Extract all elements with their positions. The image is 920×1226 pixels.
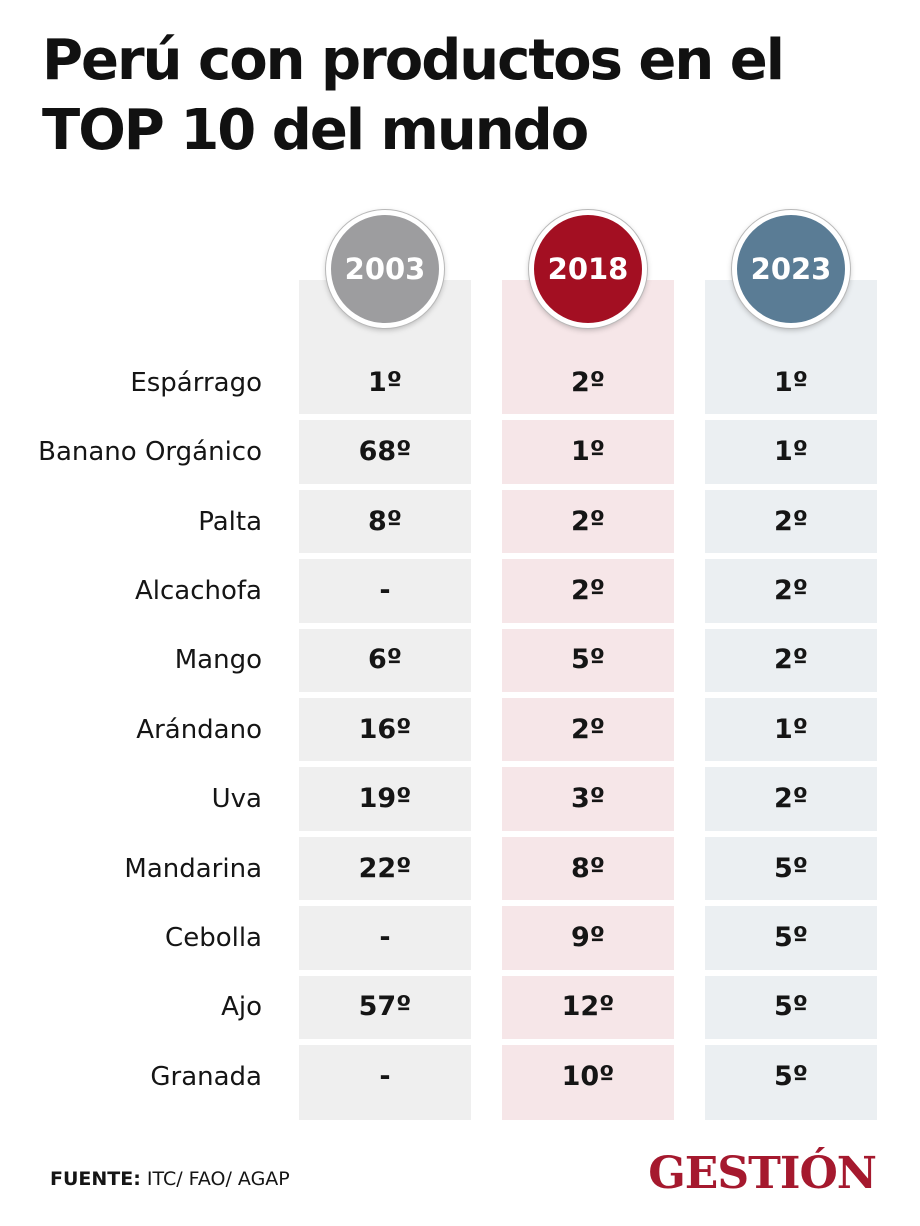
row-separator bbox=[705, 1039, 877, 1045]
row-separator bbox=[299, 692, 471, 698]
rank-cell-2023: 1º bbox=[773, 366, 808, 398]
row-separator bbox=[705, 414, 877, 421]
rank-cell-2003: 1º bbox=[367, 366, 402, 398]
gestion-logo: GESTIÓN bbox=[648, 1148, 877, 1199]
row-separator bbox=[705, 969, 877, 976]
rank-cell-2018: 9º bbox=[570, 921, 605, 953]
row-separator bbox=[299, 414, 471, 421]
rank-cell-2003: 22º bbox=[358, 852, 412, 884]
row-separator bbox=[502, 692, 674, 698]
row-separator bbox=[705, 900, 877, 907]
row-label: Granada bbox=[150, 1061, 262, 1092]
row-separator bbox=[705, 483, 877, 490]
rank-cell-2018: 2º bbox=[570, 574, 605, 606]
year-header-2023: 2023 bbox=[732, 210, 850, 328]
row-separator bbox=[502, 900, 674, 907]
row-separator bbox=[299, 553, 471, 560]
rank-cell-2023: 5º bbox=[773, 921, 808, 953]
rank-cell-2018: 2º bbox=[570, 366, 605, 398]
row-separator bbox=[705, 692, 877, 698]
source-label: FUENTE: bbox=[50, 1168, 141, 1190]
row-separator bbox=[502, 414, 674, 421]
row-label: Mandarina bbox=[124, 853, 262, 884]
rank-cell-2018: 2º bbox=[570, 713, 605, 745]
row-label: Banano Orgánico bbox=[38, 437, 262, 468]
row-separator bbox=[502, 622, 674, 629]
row-separator bbox=[502, 1039, 674, 1045]
row-separator bbox=[299, 969, 471, 976]
row-label: Mango bbox=[174, 645, 262, 676]
row-label: Alcachofa bbox=[134, 575, 262, 606]
rank-cell-2018: 8º bbox=[570, 852, 605, 884]
row-separator bbox=[705, 622, 877, 629]
source-text: ITC/ FAO/ AGAP bbox=[140, 1168, 290, 1190]
rank-cell-2003: 19º bbox=[358, 783, 412, 815]
rank-cell-2018: 1º bbox=[570, 436, 605, 468]
row-separator bbox=[502, 761, 674, 768]
rank-cell-2018: 10º bbox=[561, 1060, 615, 1092]
row-label: Ajo bbox=[221, 992, 262, 1023]
rank-cell-2003: 6º bbox=[367, 644, 402, 676]
rank-cell-2023: 1º bbox=[773, 713, 808, 745]
year-header-2018: 2018 bbox=[529, 210, 647, 328]
row-separator bbox=[502, 830, 674, 837]
row-separator bbox=[705, 761, 877, 768]
rank-cell-2023: 5º bbox=[773, 852, 808, 884]
rank-cell-2023: 5º bbox=[773, 991, 808, 1023]
rank-cell-2018: 2º bbox=[570, 505, 605, 537]
rank-cell-2003: 57º bbox=[358, 991, 412, 1023]
row-label: Espárrago bbox=[130, 367, 262, 398]
row-separator bbox=[299, 830, 471, 837]
rank-cell-2003: - bbox=[379, 574, 391, 606]
rank-cell-2023: 2º bbox=[773, 574, 808, 606]
row-separator bbox=[705, 830, 877, 837]
row-separator bbox=[299, 900, 471, 907]
row-label: Arándano bbox=[136, 714, 262, 745]
rank-cell-2023: 1º bbox=[773, 436, 808, 468]
row-separator bbox=[502, 969, 674, 976]
row-separator bbox=[299, 622, 471, 629]
rank-cell-2023: 2º bbox=[773, 783, 808, 815]
row-separator bbox=[705, 553, 877, 560]
rank-cell-2018: 3º bbox=[570, 783, 605, 815]
rank-cell-2023: 2º bbox=[773, 644, 808, 676]
row-label: Uva bbox=[211, 784, 262, 815]
row-separator bbox=[299, 483, 471, 490]
chart-title: Perú con productos en el TOP 10 del mund… bbox=[42, 28, 785, 163]
rank-cell-2023: 2º bbox=[773, 505, 808, 537]
rank-cell-2003: 16º bbox=[358, 713, 412, 745]
row-separator bbox=[299, 761, 471, 768]
source-note: FUENTE: ITC/ FAO/ AGAP bbox=[50, 1168, 290, 1190]
rank-cell-2018: 5º bbox=[570, 644, 605, 676]
rank-cell-2003: - bbox=[379, 1060, 391, 1092]
rank-cell-2003: 68º bbox=[358, 436, 412, 468]
row-label: Cebolla bbox=[165, 922, 262, 953]
row-separator bbox=[502, 483, 674, 490]
rank-cell-2003: - bbox=[379, 921, 391, 953]
row-separator bbox=[299, 1039, 471, 1045]
year-header-2003: 2003 bbox=[326, 210, 444, 328]
row-separator bbox=[502, 553, 674, 560]
rank-cell-2018: 12º bbox=[561, 991, 615, 1023]
row-label: Palta bbox=[198, 506, 262, 537]
rank-cell-2003: 8º bbox=[367, 505, 402, 537]
rank-cell-2023: 5º bbox=[773, 1060, 808, 1092]
